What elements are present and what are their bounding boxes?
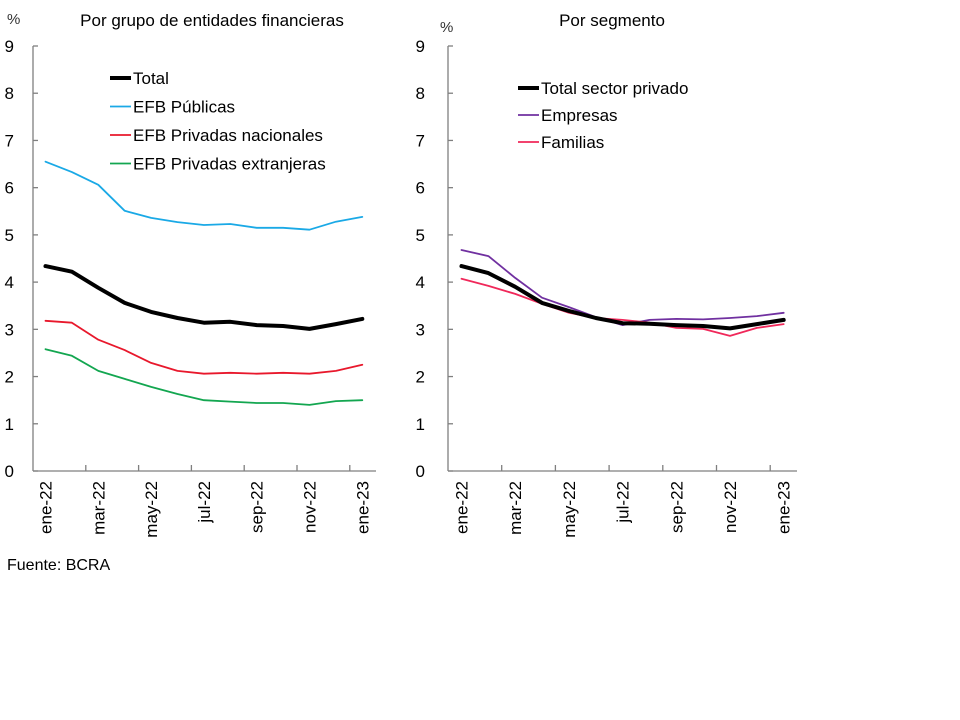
- chart-by-financial-entity-group: % Por grupo de entidades financieras 0 1 2…: [5, 11, 376, 538]
- y-tick-label: 9: [5, 37, 14, 56]
- series-line-empresas: [460, 249, 785, 327]
- x-tick-label: sep-22: [667, 481, 686, 533]
- y-tick-label: 1: [416, 415, 425, 434]
- y-tick-label: 6: [416, 179, 425, 198]
- x-tick-label: jul-22: [195, 481, 214, 524]
- y-tick-label: 7: [5, 131, 14, 150]
- source-note: Fuente: BCRA: [7, 557, 110, 574]
- legend-label: Total sector privado: [541, 79, 688, 98]
- series-line-efb-privadas-nacionales: [44, 319, 364, 375]
- x-tick-label: may-22: [142, 481, 161, 538]
- legend-label: Familias: [541, 133, 604, 152]
- x-tick-label: mar-22: [89, 481, 108, 535]
- series-line-total: [43, 264, 365, 331]
- y-tick-label: 0: [5, 462, 14, 481]
- legend-label: Total: [133, 69, 169, 88]
- y-tick-label: 3: [5, 320, 14, 339]
- y-unit-label: %: [7, 11, 20, 28]
- chart-title: Por grupo de entidades financieras: [80, 11, 344, 30]
- legend-label: EFB Privadas nacionales: [133, 126, 323, 145]
- y-tick-label: 6: [5, 179, 14, 198]
- legend-label: Empresas: [541, 106, 618, 125]
- y-tick-label: 2: [5, 368, 14, 387]
- x-tick-label: nov-22: [301, 481, 320, 533]
- x-tick-label: ene-22: [37, 481, 56, 534]
- legend-label: EFB Privadas extranjeras: [133, 155, 326, 174]
- y-tick-label: 2: [416, 368, 425, 387]
- x-tick-label: may-22: [560, 481, 579, 538]
- chart-title: Por segmento: [559, 11, 665, 30]
- y-tick-label: 9: [416, 37, 425, 56]
- series-line-familias: [460, 277, 785, 337]
- y-tick-label: 8: [416, 84, 425, 103]
- chart-by-segment: % Por segmento 0 1 2 3 4 5 6 7 8 9 ene-22 mar-22 may…: [416, 11, 797, 538]
- series-line-efb-p-blicas: [44, 160, 364, 231]
- series-line-efb-privadas-extranjeras: [44, 348, 364, 406]
- x-tick-label: ene-23: [353, 481, 372, 534]
- series-line-total-sector-privado: [459, 264, 786, 331]
- x-tick-label: sep-22: [248, 481, 267, 533]
- x-tick-label: jul-22: [614, 481, 633, 524]
- y-unit-label: %: [440, 19, 453, 36]
- y-tick-label: 3: [416, 320, 425, 339]
- x-tick-label: ene-22: [453, 481, 472, 534]
- y-tick-label: 7: [416, 131, 425, 150]
- x-tick-label: mar-22: [506, 481, 525, 535]
- y-tick-label: 8: [5, 84, 14, 103]
- x-tick-label: nov-22: [721, 481, 740, 533]
- y-tick-label: 1: [5, 415, 14, 434]
- y-tick-label: 4: [5, 273, 14, 292]
- x-tick-label: ene-23: [775, 481, 794, 534]
- y-tick-label: 4: [416, 273, 425, 292]
- y-tick-label: 0: [416, 462, 425, 481]
- legend-label: EFB Públicas: [133, 98, 235, 117]
- y-tick-label: 5: [5, 226, 14, 245]
- y-tick-label: 5: [416, 226, 425, 245]
